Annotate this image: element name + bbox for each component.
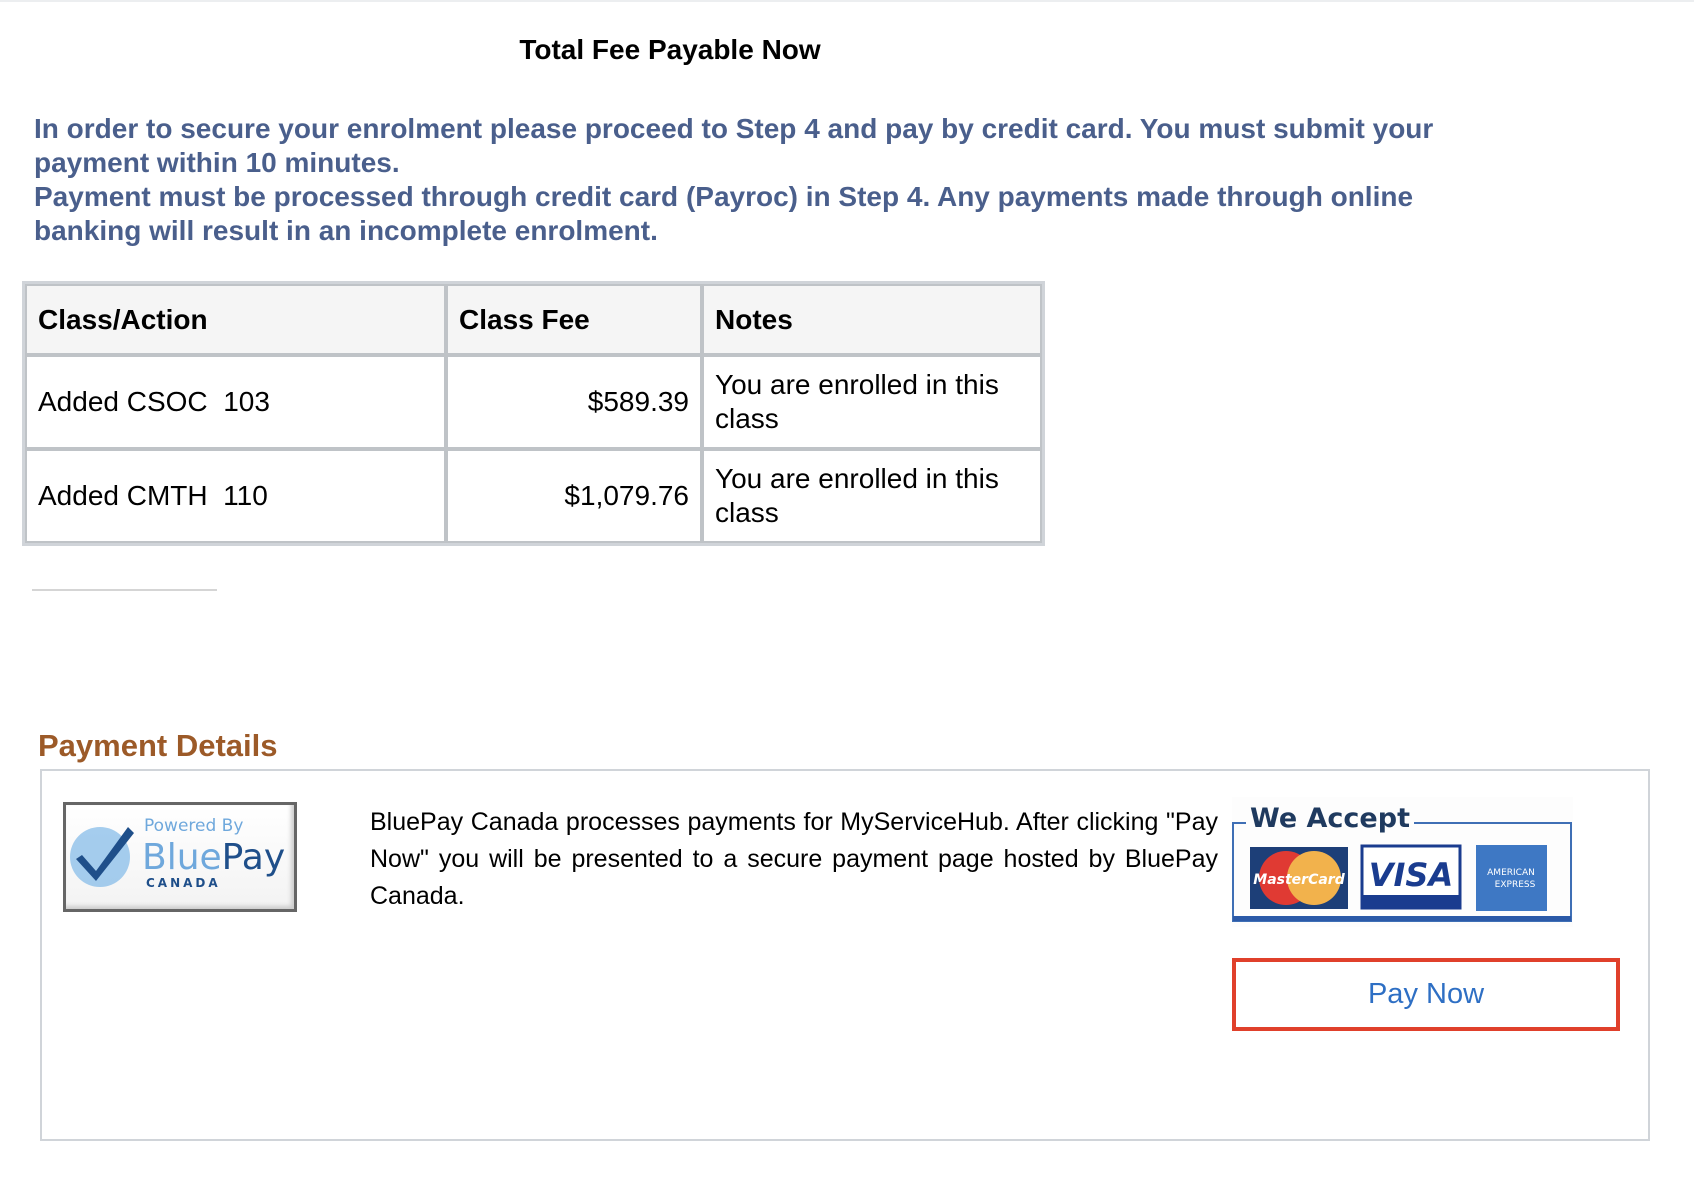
notice-line-2: Payment must be processed through credit… — [34, 181, 1414, 246]
checkmark-icon: Powered By BluePay CANADA — [70, 816, 285, 890]
class-action: Added CSOC 103 — [25, 355, 446, 449]
table-header-row: Class/Action Class Fee Notes — [25, 284, 1042, 355]
notes: You are enrolled in this class — [702, 355, 1042, 449]
notes: You are enrolled in this class — [702, 449, 1042, 543]
header-notes: Notes — [702, 284, 1042, 355]
payment-description: BluePay Canada processes payments for My… — [370, 808, 1218, 910]
header-class-fee: Class Fee — [446, 284, 702, 355]
fee-table: Class/Action Class Fee Notes Added CSOC … — [22, 281, 1045, 546]
table-row: Added CSOC 103 $589.39 You are enrolled … — [25, 355, 1042, 449]
divider — [32, 589, 217, 591]
we-accept-label: We Accept — [1246, 803, 1414, 835]
enrolment-notice: In order to secure your enrolment please… — [34, 112, 1454, 248]
pay-now-button[interactable]: Pay Now — [1232, 958, 1620, 1031]
svg-text:CANADA: CANADA — [146, 876, 221, 890]
table-row: Added CMTH 110 $1,079.76 You are enrolle… — [25, 449, 1042, 543]
class-action: Added CMTH 110 — [25, 449, 446, 543]
payment-details-title: Payment Details — [38, 728, 278, 763]
svg-text:VISA: VISA — [1369, 856, 1453, 894]
notice-line-1: In order to secure your enrolment please… — [34, 113, 1434, 178]
credit-cards-icon: MasterCard VISA AMERICAN EXPRESS — [1232, 822, 1572, 922]
svg-text:MasterCard: MasterCard — [1253, 872, 1345, 888]
we-accept-cards: MasterCard VISA AMERICAN EXPRESS We Acce… — [1232, 797, 1573, 927]
svg-text:BluePay: BluePay — [142, 837, 285, 878]
class-fee: $1,079.76 — [446, 449, 702, 543]
page-title: Total Fee Payable Now — [519, 34, 821, 65]
svg-text:EXPRESS: EXPRESS — [1495, 880, 1536, 890]
payment-details-box — [40, 769, 1650, 1141]
svg-text:AMERICAN: AMERICAN — [1487, 868, 1535, 878]
header-class-action: Class/Action — [25, 284, 446, 355]
logo-powered: Powered By — [144, 816, 243, 836]
class-fee: $589.39 — [446, 355, 702, 449]
bluepay-logo: Powered By BluePay CANADA — [63, 802, 297, 912]
